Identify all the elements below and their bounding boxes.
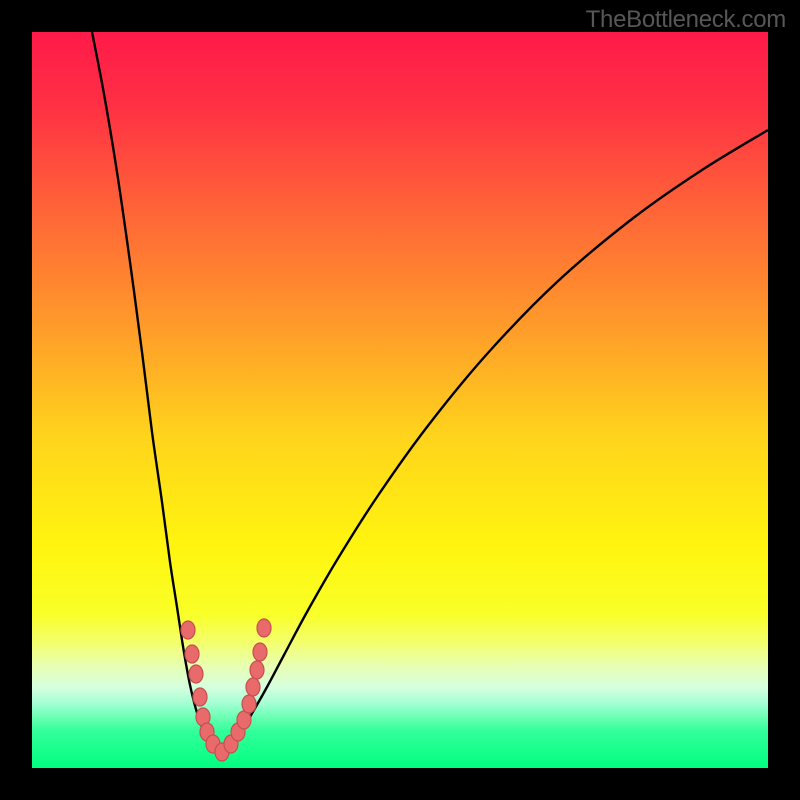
chart-svg: [32, 32, 768, 768]
chart-frame: TheBottleneck.com: [0, 0, 800, 800]
marker-point: [257, 619, 271, 637]
marker-point: [253, 643, 267, 661]
marker-point: [185, 645, 199, 663]
gradient-background: [32, 32, 768, 768]
plot-area: [32, 32, 768, 768]
marker-point: [193, 688, 207, 706]
marker-point: [181, 621, 195, 639]
marker-point: [242, 695, 256, 713]
marker-point: [189, 665, 203, 683]
watermark-text: TheBottleneck.com: [586, 6, 786, 34]
marker-point: [237, 711, 251, 729]
marker-point: [250, 661, 264, 679]
marker-point: [246, 678, 260, 696]
